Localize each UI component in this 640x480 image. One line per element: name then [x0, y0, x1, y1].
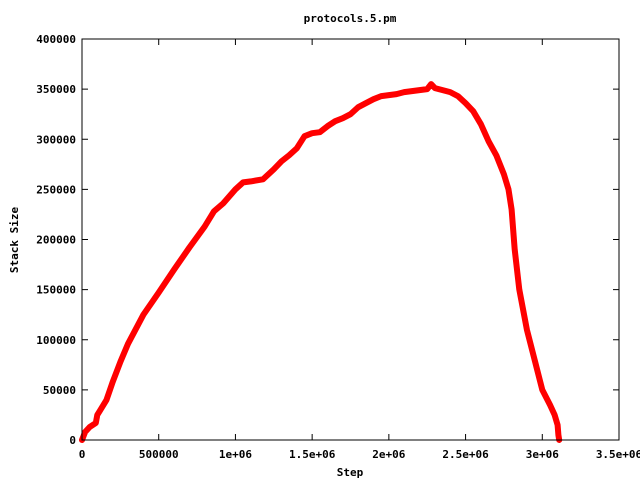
x-tick-label: 3e+06 [526, 448, 559, 461]
y-tick-label: 400000 [36, 33, 76, 46]
y-tick-label: 0 [69, 434, 76, 447]
y-tick-label: 350000 [36, 83, 76, 96]
y-axis-label: Stack Size [8, 207, 21, 274]
x-axis-label: Step [337, 466, 364, 479]
y-tick-label: 150000 [36, 284, 76, 297]
y-tick-label: 50000 [43, 384, 76, 397]
x-tick-label: 0 [79, 448, 86, 461]
x-tick-label: 2.5e+06 [442, 448, 489, 461]
y-tick-label: 250000 [36, 183, 76, 196]
x-tick-label: 500000 [139, 448, 179, 461]
y-tick-label: 200000 [36, 234, 76, 247]
series-line [79, 81, 563, 443]
y-tick-label: 300000 [36, 133, 76, 146]
plot-frame [81, 38, 620, 441]
y-tick-label: 100000 [36, 334, 76, 347]
chart-title: protocols.5.pm [304, 12, 397, 25]
x-tick-label: 1.5e+06 [289, 448, 336, 461]
x-tick-label: 1e+06 [219, 448, 252, 461]
x-tick-label: 3.5e+06 [596, 448, 640, 461]
x-tick-label: 2e+06 [372, 448, 405, 461]
